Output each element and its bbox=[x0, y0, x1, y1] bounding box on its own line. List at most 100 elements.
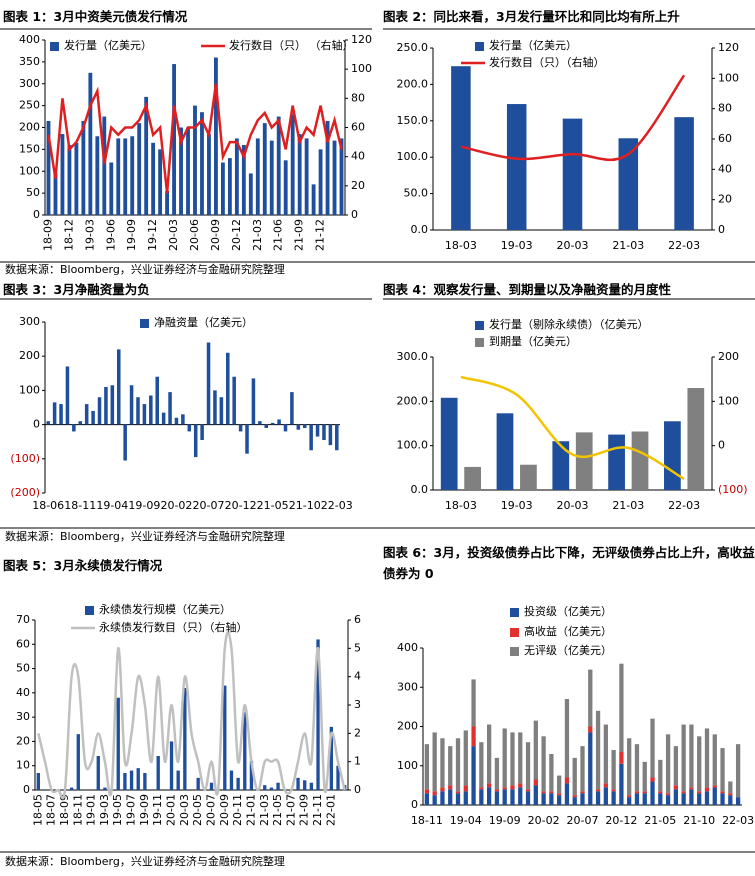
bar bbox=[174, 417, 179, 425]
bar bbox=[109, 162, 114, 215]
chart-title-box: 图表 3：3月净融资量为负 bbox=[3, 282, 150, 297]
bar bbox=[277, 419, 281, 425]
bar bbox=[627, 795, 632, 798]
y-tick-label: 200 bbox=[19, 349, 40, 362]
x-tick-label: 20-02 bbox=[160, 499, 192, 512]
y-tick-label: 100 bbox=[19, 164, 40, 177]
bar bbox=[213, 390, 217, 425]
bar bbox=[704, 728, 710, 788]
bar bbox=[588, 732, 593, 805]
bar bbox=[518, 787, 523, 805]
y-tick-label: 100.0 bbox=[397, 439, 429, 452]
bar bbox=[251, 378, 256, 425]
bar bbox=[664, 421, 681, 490]
legend-label: 发行量（亿美元） bbox=[64, 38, 152, 52]
bar bbox=[142, 404, 147, 425]
chart: 图表 3：3月净融资量为负数据来源：Bloomberg，兴业证券经济与金融研究院… bbox=[3, 282, 353, 543]
legend-label: 发行量（剔除永续债）（亿美元） bbox=[489, 317, 649, 331]
bar bbox=[123, 773, 127, 790]
chart-title-box: 图表 4：观察发行量、到期量以及净融资量的月度性 bbox=[383, 282, 671, 297]
y2-tick-label: 2 bbox=[354, 726, 361, 739]
bar bbox=[471, 746, 476, 805]
x-tick-label: 19-03 bbox=[98, 794, 111, 826]
y2-tick-label: 100 bbox=[718, 394, 739, 407]
bar bbox=[440, 738, 445, 788]
bar bbox=[549, 793, 554, 805]
bar bbox=[236, 777, 240, 790]
bar bbox=[270, 422, 275, 425]
source-note: 数据来源：Bloomberg，兴业证券经济与金融研究院整理 bbox=[5, 262, 285, 276]
x-tick-label: 20-07 bbox=[204, 794, 217, 826]
legend-label: 永续债发行数目（只）（右轴） bbox=[99, 620, 248, 634]
y2-tick-label: 20 bbox=[718, 193, 732, 206]
y2-tick-label: 100 bbox=[351, 62, 372, 75]
bar bbox=[619, 752, 624, 764]
y2-tick-label: 1 bbox=[354, 755, 361, 768]
y2-tick-label: 40 bbox=[351, 150, 365, 163]
bar bbox=[525, 791, 531, 805]
line bbox=[460, 375, 685, 481]
bar bbox=[494, 791, 500, 805]
x-tick-label: 21-10 bbox=[289, 499, 321, 512]
x-tick-label: 21-03 bbox=[251, 219, 264, 251]
chart-title-box: 图表 5：3月永续债发行情况 bbox=[3, 558, 162, 573]
bar bbox=[424, 793, 430, 805]
bar bbox=[161, 412, 166, 425]
bar bbox=[681, 724, 686, 792]
bar bbox=[603, 724, 608, 784]
bar bbox=[595, 710, 601, 790]
y2-tick-label: 80 bbox=[351, 91, 365, 104]
x-tick-label: 19-04 bbox=[450, 814, 482, 827]
y-tick-label: 400 bbox=[19, 33, 40, 46]
bar bbox=[91, 410, 95, 425]
x-tick-label: 19-07 bbox=[125, 794, 138, 826]
bar bbox=[471, 679, 476, 727]
bar bbox=[486, 787, 492, 805]
bar bbox=[316, 639, 320, 790]
x-tick-label: 19-05 bbox=[111, 794, 124, 826]
bar bbox=[65, 366, 70, 425]
bar bbox=[311, 184, 316, 215]
bar bbox=[603, 783, 608, 788]
line bbox=[47, 83, 343, 194]
bar bbox=[129, 385, 134, 425]
bar bbox=[432, 795, 437, 805]
bar bbox=[463, 730, 468, 786]
legend-label: 无评级（亿美元） bbox=[524, 644, 612, 657]
bar bbox=[223, 685, 227, 790]
bar bbox=[541, 791, 546, 794]
bar bbox=[335, 424, 339, 451]
x-tick-label: 18-11 bbox=[71, 794, 84, 826]
bar bbox=[496, 413, 514, 490]
y2-tick-label: 120 bbox=[351, 33, 372, 46]
bar bbox=[209, 782, 214, 790]
x-tick-label: 20-03 bbox=[557, 239, 589, 252]
y2-tick-label: 6 bbox=[354, 613, 361, 626]
y2-tick-label: 100 bbox=[718, 71, 739, 84]
bar bbox=[642, 791, 647, 794]
x-tick-label: 18-06 bbox=[32, 499, 64, 512]
legend-swatch bbox=[475, 321, 484, 330]
bar bbox=[463, 785, 468, 792]
bar bbox=[720, 793, 725, 805]
x-tick-label: 21-05 bbox=[257, 499, 289, 512]
bar bbox=[735, 744, 741, 798]
bar bbox=[303, 780, 307, 790]
bar bbox=[595, 791, 601, 805]
y-tick-label: 250.0 bbox=[397, 41, 429, 54]
bar bbox=[72, 424, 76, 432]
bar bbox=[658, 793, 663, 805]
bar bbox=[697, 791, 702, 794]
y-tick-label: 350 bbox=[19, 55, 40, 68]
y-tick-label: 50.0 bbox=[404, 187, 429, 200]
bar bbox=[186, 127, 190, 215]
x-tick-label: 21-12 bbox=[314, 219, 327, 251]
bar bbox=[168, 392, 172, 425]
y-tick-label: (100) bbox=[10, 452, 40, 465]
chart: 图表 6：3月，投资级债券占比下降，无评级债券占比上升，高收益债券为 0 0 100… bbox=[383, 545, 755, 827]
bar bbox=[575, 432, 593, 490]
chart: 图表 2：同比来看，3月发行量环比和同比均有所上升 0.0 50.0 100.0 150… bbox=[383, 9, 739, 252]
bar bbox=[557, 795, 562, 805]
legend-label: 高收益（亿美元） bbox=[524, 624, 612, 638]
bar bbox=[627, 738, 632, 796]
